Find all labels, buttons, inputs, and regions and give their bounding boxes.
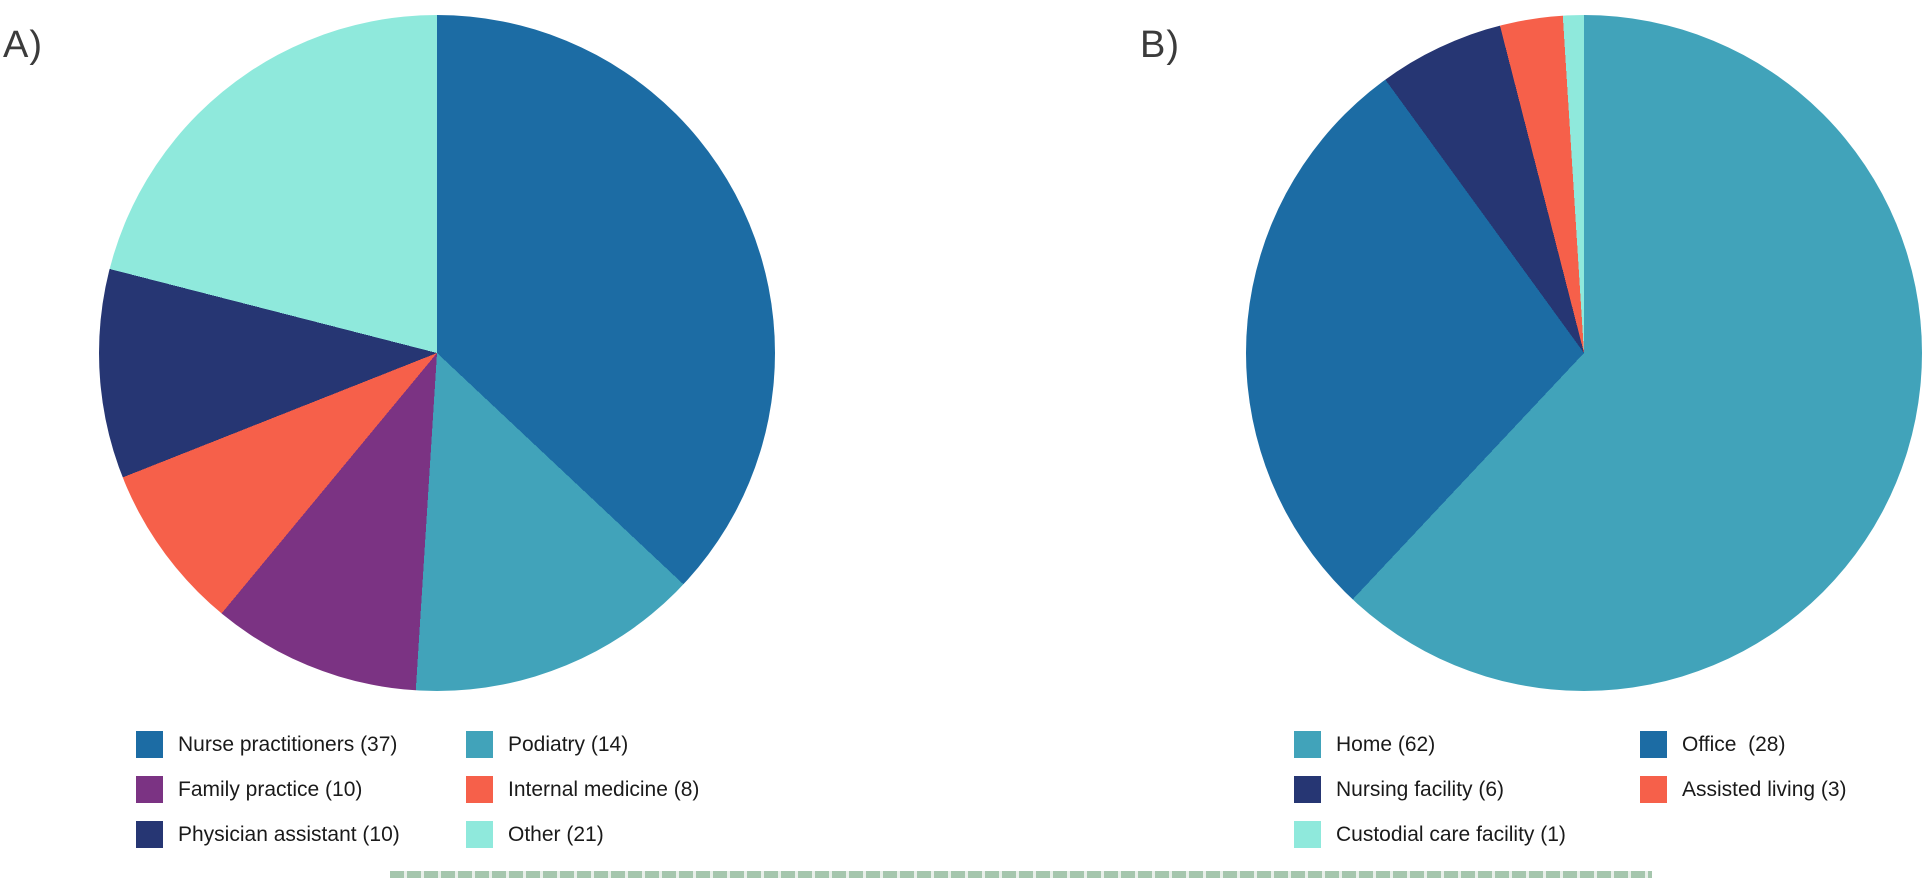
legend-b-column-2: Office (28) Assisted living (3) [1640,722,1847,812]
legend-swatch [1294,776,1321,803]
legend-item: Family practice (10) [136,767,400,812]
legend-label: Custodial care facility (1) [1336,823,1566,846]
legend-swatch [466,821,493,848]
legend-item: Custodial care facility (1) [1294,812,1566,857]
panel-label-a: A) [3,24,43,66]
legend-label: Other (21) [508,823,604,846]
legend-b-column-1: Home (62) Nursing facility (6) Custodial c… [1294,722,1566,857]
pie-chart-specialties [99,15,775,691]
legend-swatch [1294,731,1321,758]
pie-chart-care-settings [1246,15,1922,691]
panel-label-b: B) [1140,24,1180,66]
legend-swatch [136,821,163,848]
legend-item: Nursing facility (6) [1294,767,1566,812]
legend-item: Assisted living (3) [1640,767,1847,812]
legend-swatch [1640,731,1667,758]
legend-label: Family practice (10) [178,778,363,801]
legend-swatch [136,731,163,758]
legend-item: Internal medicine (8) [466,767,699,812]
legend-label: Podiatry (14) [508,733,629,756]
legend-swatch [1294,821,1321,848]
legend-label: Home (62) [1336,733,1436,756]
legend-item: Nurse practitioners (37) [136,722,400,767]
legend-label: Internal medicine (8) [508,778,700,801]
legend-swatch [136,776,163,803]
legend-item: Podiatry (14) [466,722,699,767]
legend-item: Other (21) [466,812,699,857]
legend-label: Assisted living (3) [1682,778,1847,801]
legend-item: Physician assistant (10) [136,812,400,857]
legend-label: Physician assistant (10) [178,823,400,846]
legend-label: Office (28) [1682,733,1786,756]
legend-label: Nursing facility (6) [1336,778,1505,801]
legend-swatch [466,776,493,803]
legend-item: Home (62) [1294,722,1566,767]
dashed-divider-line [390,871,1652,878]
legend-label: Nurse practitioners (37) [178,733,398,756]
legend-item: Office (28) [1640,722,1847,767]
legend-swatch [1640,776,1667,803]
legend-swatch [466,731,493,758]
legend-a-column-1: Nurse practitioners (37) Family practice … [136,722,400,857]
legend-a-column-2: Podiatry (14) Internal medicine (8) Other … [466,722,699,857]
